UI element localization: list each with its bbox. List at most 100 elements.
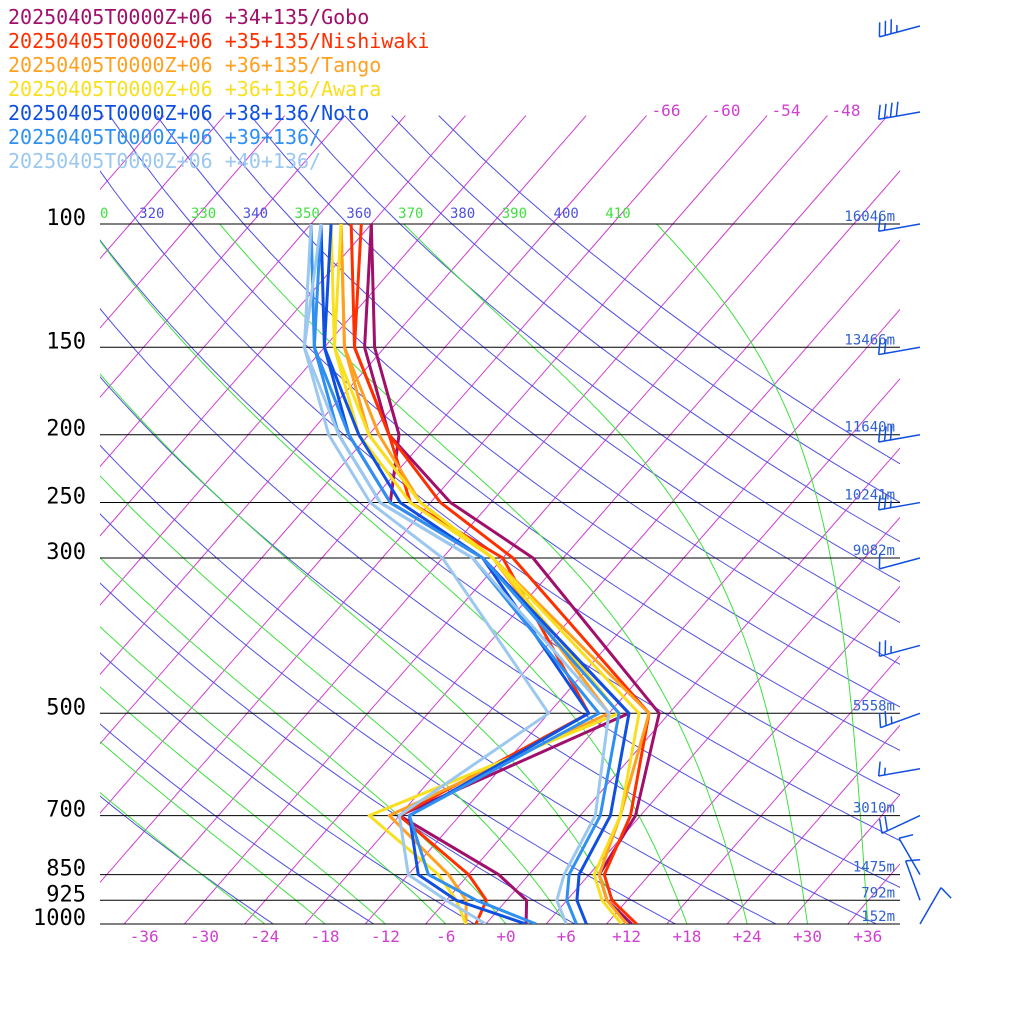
wind-barb-flag [877,104,881,120]
wind-barb-flag [883,426,887,442]
isotherm-line [100,115,466,537]
wind-barb-shaft [878,767,921,777]
pressure-label: 150 [46,329,86,354]
isotherm-line [545,516,900,924]
pressure-label: 250 [46,485,86,510]
wind-barb-shaft [879,644,921,658]
wind-barb [877,494,921,511]
wind-barb-shaft [904,860,921,901]
sounding-series [302,223,661,924]
top-temperature-labels: -66 -60 -54 -48 [652,101,861,120]
top-temperature-label: -66 [652,101,681,120]
isotherm-line [787,793,900,924]
wind-barb-shaft [878,346,921,356]
wind-barb [898,833,921,875]
pressure-label: 1000 [33,906,86,931]
moist-adiabat-lines [100,223,869,924]
legend-entry: 20250405T0000Z+06 +40+136/ [8,149,321,173]
wind-barb [878,814,921,834]
wind-barb [904,859,921,901]
temperature-tick-labels: -36 -30 -24 -18 -12 -6 +0 +6 +12 +18 +24 +30 +36 [130,927,883,946]
isotherm-line [425,377,900,924]
wind-barb-flag [884,816,889,831]
wind-barb-half [889,500,892,508]
series-dewpoint-line [349,223,591,924]
dry-adiabat-line [100,376,877,924]
dry-adiabat-line [100,582,576,924]
wind-barb-flag [889,102,893,118]
dry-adiabat-line [100,795,274,924]
wind-barb-flag [877,216,881,232]
isotherm-line [304,239,900,924]
temperature-tick-label: +24 [733,927,762,946]
isotherm-line [968,116,1024,924]
dry-adiabat-line [344,115,900,543]
temperature-tick-label: +0 [496,927,515,946]
height-labels: 16046m 13466m 11640m 10241m 9082m 5558m 3010m 1… [844,209,895,925]
temperature-tick-label: -30 [190,927,219,946]
series-dewpoint-line [302,223,551,924]
pressure-label: 850 [46,857,86,882]
isotherm-line [666,655,900,924]
theta-label: 0 [100,206,108,222]
legend-entry: 20250405T0000Z+06 +34+135/Gobo [8,5,369,29]
theta-label: 390 [502,206,527,222]
isotherm-lines [0,115,1024,924]
pressure-label: 500 [46,695,86,720]
dry-adiabat-line [100,513,676,924]
legend-entry: 20250405T0000Z+06 +38+136/Noto [8,101,369,125]
wind-barb-shaft [878,223,921,233]
isotherm-line [726,724,900,924]
wind-barb-flag [877,761,881,777]
wind-barb-flag [940,887,952,899]
wind-barb-flag [883,494,887,509]
isotherm-line [0,116,44,924]
theta-label: 360 [346,206,371,222]
dry-adiabat-line [156,115,900,708]
height-label: 3010m [853,801,895,817]
wind-barb-flag [895,101,899,117]
isotherm-line [100,115,647,745]
top-temperature-label: -54 [772,101,801,120]
wind-barb-flag [877,339,881,355]
moist-adiabat-line [100,791,266,924]
wind-barb-flag [898,833,914,839]
wind-barb-shaft [898,837,921,875]
dry-adiabat-line [391,115,900,503]
isotherm-line [606,585,900,924]
pressure-label: 100 [46,206,86,231]
isotherm-line [847,863,900,924]
wind-barb [919,887,952,925]
theta-labels: 0 320 330 340 350 360 370 380 390 400 410 [100,206,631,222]
theta-label: 380 [450,206,475,222]
theta-label: 350 [295,206,320,222]
wind-barb [878,711,921,729]
isotherm-line [908,116,1024,924]
isotherm-line [184,115,889,924]
theta-label: 330 [191,206,216,222]
dry-adiabat-line [100,307,900,888]
theta-label: 400 [554,206,579,222]
dry-adiabat-line [109,115,900,752]
dry-adiabat-line [250,115,900,624]
temperature-tick-label: -12 [371,927,400,946]
wind-barb-flag [878,713,882,728]
height-label: 9082m [853,543,895,559]
series-dewpoint-line [309,223,601,924]
series-temperature-line [322,223,631,924]
height-label: 11640m [844,420,895,436]
wind-barb-half [883,222,887,231]
theta-label: 340 [243,206,268,222]
temperature-tick-label: +12 [612,927,641,946]
height-label: 1475m [853,860,895,876]
wind-barb-half [883,767,887,776]
series-temperature-line [339,223,651,924]
wind-barb-flag [878,818,883,834]
isotherm-line [100,115,768,884]
height-label: 10241m [844,488,895,504]
height-label: 16046m [844,209,895,225]
series-temperature-line [312,223,621,924]
temperature-tick-label: +36 [853,927,882,946]
